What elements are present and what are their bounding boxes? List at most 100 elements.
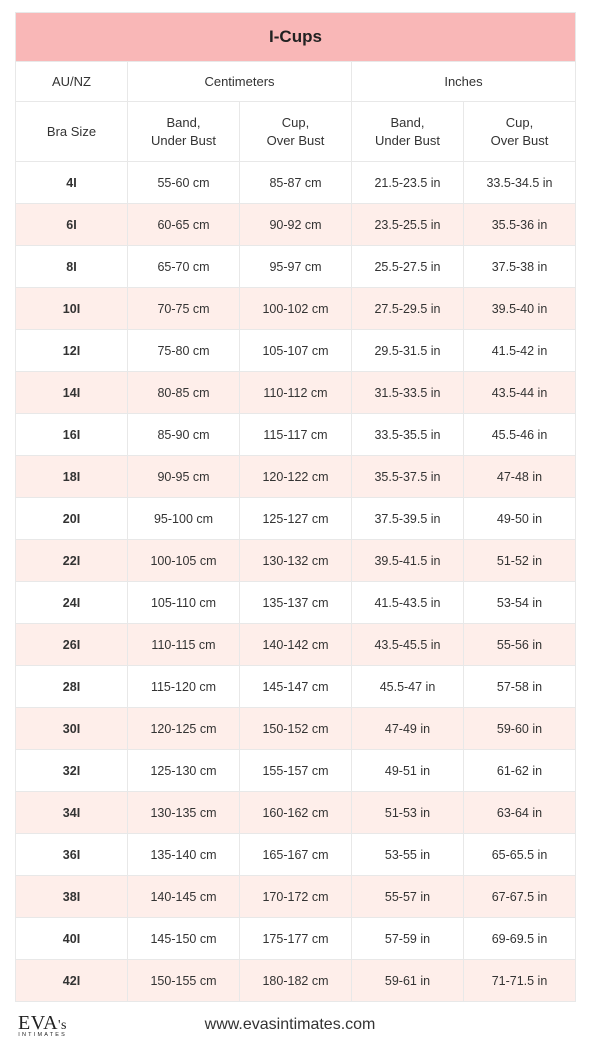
table-cell: 47-48 in <box>464 456 576 498</box>
sub-header-cup-cm: Cup,Over Bust <box>240 102 352 162</box>
table-cell: 105-110 cm <box>128 582 240 624</box>
table-cell: 65-65.5 in <box>464 834 576 876</box>
table-cell: 32I <box>16 750 128 792</box>
table-cell: 55-60 cm <box>128 162 240 204</box>
table-cell: 45.5-47 in <box>352 666 464 708</box>
table-row: 26I110-115 cm140-142 cm43.5-45.5 in55-56… <box>16 624 576 666</box>
table-cell: 18I <box>16 456 128 498</box>
table-cell: 180-182 cm <box>240 960 352 1002</box>
table-cell: 43.5-44 in <box>464 372 576 414</box>
table-cell: 42I <box>16 960 128 1002</box>
table-cell: 49-50 in <box>464 498 576 540</box>
table-row: 20I95-100 cm125-127 cm37.5-39.5 in49-50 … <box>16 498 576 540</box>
table-cell: 130-132 cm <box>240 540 352 582</box>
table-cell: 33.5-35.5 in <box>352 414 464 456</box>
table-row: 10I70-75 cm100-102 cm27.5-29.5 in39.5-40… <box>16 288 576 330</box>
group-header-aunz: AU/NZ <box>16 62 128 102</box>
table-cell: 125-127 cm <box>240 498 352 540</box>
table-cell: 41.5-43.5 in <box>352 582 464 624</box>
table-cell: 57-59 in <box>352 918 464 960</box>
table-cell: 34I <box>16 792 128 834</box>
table-cell: 27.5-29.5 in <box>352 288 464 330</box>
table-cell: 110-112 cm <box>240 372 352 414</box>
table-cell: 95-100 cm <box>128 498 240 540</box>
table-cell: 12I <box>16 330 128 372</box>
table-row: 42I150-155 cm180-182 cm59-61 in71-71.5 i… <box>16 960 576 1002</box>
table-cell: 28I <box>16 666 128 708</box>
table-cell: 120-122 cm <box>240 456 352 498</box>
table-row: 22I100-105 cm130-132 cm39.5-41.5 in51-52… <box>16 540 576 582</box>
table-row: 8I65-70 cm95-97 cm25.5-27.5 in37.5-38 in <box>16 246 576 288</box>
table-cell: 130-135 cm <box>128 792 240 834</box>
table-cell: 16I <box>16 414 128 456</box>
table-cell: 53-55 in <box>352 834 464 876</box>
table-cell: 40I <box>16 918 128 960</box>
table-row: 36I135-140 cm165-167 cm53-55 in65-65.5 i… <box>16 834 576 876</box>
table-cell: 170-172 cm <box>240 876 352 918</box>
table-cell: 110-115 cm <box>128 624 240 666</box>
table-cell: 100-102 cm <box>240 288 352 330</box>
table-cell: 160-162 cm <box>240 792 352 834</box>
table-cell: 60-65 cm <box>128 204 240 246</box>
table-cell: 35.5-36 in <box>464 204 576 246</box>
table-cell: 175-177 cm <box>240 918 352 960</box>
table-row: 28I115-120 cm145-147 cm45.5-47 in57-58 i… <box>16 666 576 708</box>
table-cell: 53-54 in <box>464 582 576 624</box>
footer: EVA's INTIMATES www.evasintimates.com <box>0 1002 591 1038</box>
table-cell: 135-137 cm <box>240 582 352 624</box>
table-cell: 85-90 cm <box>128 414 240 456</box>
table-cell: 85-87 cm <box>240 162 352 204</box>
table-cell: 21.5-23.5 in <box>352 162 464 204</box>
table-cell: 30I <box>16 708 128 750</box>
table-cell: 67-67.5 in <box>464 876 576 918</box>
table-cell: 140-145 cm <box>128 876 240 918</box>
table-cell: 10I <box>16 288 128 330</box>
sub-header-cup-in: Cup,Over Bust <box>464 102 576 162</box>
table-cell: 24I <box>16 582 128 624</box>
table-row: 38I140-145 cm170-172 cm55-57 in67-67.5 i… <box>16 876 576 918</box>
table-cell: 37.5-38 in <box>464 246 576 288</box>
sub-header-row: Bra Size Band,Under Bust Cup,Over Bust B… <box>16 102 576 162</box>
table-cell: 55-57 in <box>352 876 464 918</box>
table-cell: 47-49 in <box>352 708 464 750</box>
table-cell: 59-60 in <box>464 708 576 750</box>
table-head: I-Cups AU/NZ Centimeters Inches Bra Size… <box>16 13 576 162</box>
table-cell: 33.5-34.5 in <box>464 162 576 204</box>
table-cell: 71-71.5 in <box>464 960 576 1002</box>
table-row: 18I90-95 cm120-122 cm35.5-37.5 in47-48 i… <box>16 456 576 498</box>
sub-header-band-in: Band,Under Bust <box>352 102 464 162</box>
sub-header-band-cm: Band,Under Bust <box>128 102 240 162</box>
table-cell: 14I <box>16 372 128 414</box>
table-cell: 51-53 in <box>352 792 464 834</box>
table-cell: 55-56 in <box>464 624 576 666</box>
table-cell: 31.5-33.5 in <box>352 372 464 414</box>
brand-url: www.evasintimates.com <box>7 1016 573 1034</box>
table-row: 4I55-60 cm85-87 cm21.5-23.5 in33.5-34.5 … <box>16 162 576 204</box>
table-cell: 115-120 cm <box>128 666 240 708</box>
table-cell: 90-95 cm <box>128 456 240 498</box>
table-cell: 150-152 cm <box>240 708 352 750</box>
table-cell: 51-52 in <box>464 540 576 582</box>
title-row: I-Cups <box>16 13 576 62</box>
table-row: 32I125-130 cm155-157 cm49-51 in61-62 in <box>16 750 576 792</box>
table-cell: 20I <box>16 498 128 540</box>
table-cell: 4I <box>16 162 128 204</box>
table-cell: 8I <box>16 246 128 288</box>
table-cell: 145-147 cm <box>240 666 352 708</box>
table-row: 12I75-80 cm105-107 cm29.5-31.5 in41.5-42… <box>16 330 576 372</box>
table-cell: 25.5-27.5 in <box>352 246 464 288</box>
table-cell: 70-75 cm <box>128 288 240 330</box>
table-cell: 135-140 cm <box>128 834 240 876</box>
table-row: 34I130-135 cm160-162 cm51-53 in63-64 in <box>16 792 576 834</box>
table-cell: 80-85 cm <box>128 372 240 414</box>
table-row: 14I80-85 cm110-112 cm31.5-33.5 in43.5-44… <box>16 372 576 414</box>
table-cell: 105-107 cm <box>240 330 352 372</box>
table-cell: 165-167 cm <box>240 834 352 876</box>
table-cell: 35.5-37.5 in <box>352 456 464 498</box>
table-cell: 100-105 cm <box>128 540 240 582</box>
table-cell: 61-62 in <box>464 750 576 792</box>
table-row: 40I145-150 cm175-177 cm57-59 in69-69.5 i… <box>16 918 576 960</box>
table-body: 4I55-60 cm85-87 cm21.5-23.5 in33.5-34.5 … <box>16 162 576 1002</box>
table-cell: 49-51 in <box>352 750 464 792</box>
table-cell: 6I <box>16 204 128 246</box>
